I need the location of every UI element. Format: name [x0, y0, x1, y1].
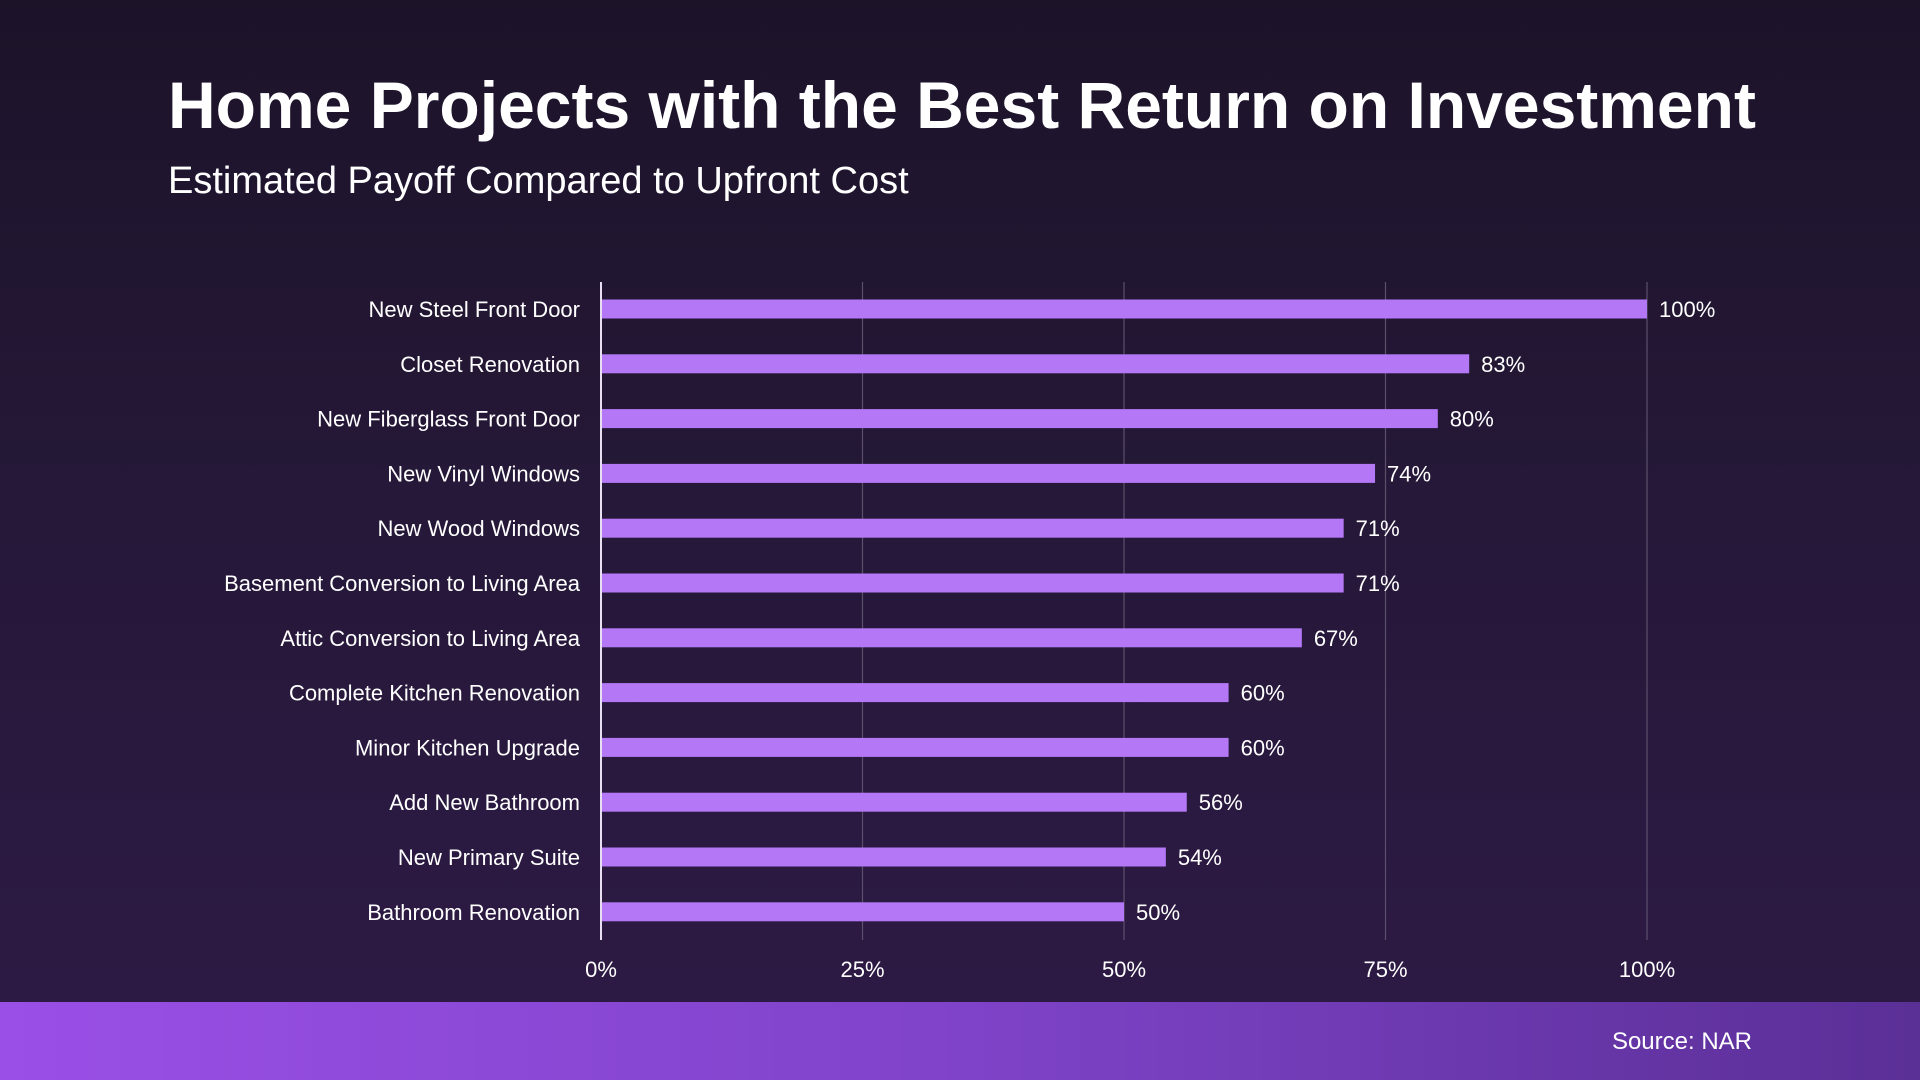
category-label: New Wood Windows	[377, 516, 580, 541]
value-label: 67%	[1314, 626, 1358, 651]
x-tick-label: 100%	[1619, 957, 1675, 982]
category-label: Basement Conversion to Living Area	[224, 571, 581, 596]
bar	[601, 409, 1438, 429]
x-tick-label: 0%	[585, 957, 617, 982]
bar	[601, 463, 1376, 483]
value-label: 80%	[1450, 407, 1494, 432]
bar	[601, 847, 1166, 867]
category-label: Complete Kitchen Renovation	[289, 681, 580, 706]
chart-subtitle: Estimated Payoff Compared to Upfront Cos…	[168, 160, 909, 202]
category-label: New Steel Front Door	[368, 297, 580, 322]
bar	[601, 628, 1302, 648]
bar-chart: New Steel Front Door 100% Closet Renovatio…	[224, 282, 1715, 982]
source-label: Source: NAR	[1611, 1028, 1752, 1055]
category-label: Minor Kitchen Upgrade	[355, 735, 580, 760]
value-label: 56%	[1199, 790, 1243, 815]
category-label: New Fiberglass Front Door	[317, 407, 580, 432]
category-label: New Primary Suite	[398, 845, 580, 870]
bar	[601, 792, 1187, 812]
bar	[601, 737, 1229, 757]
x-tick-label: 25%	[840, 957, 884, 982]
bar	[601, 518, 1344, 538]
value-label: 71%	[1356, 571, 1400, 596]
category-label: Closet Renovation	[400, 352, 580, 377]
x-tick-label: 75%	[1363, 957, 1407, 982]
bar	[601, 354, 1470, 374]
value-label: 71%	[1356, 516, 1400, 541]
x-tick-label: 50%	[1102, 957, 1146, 982]
category-label: New Vinyl Windows	[387, 461, 580, 486]
category-label: Add New Bathroom	[389, 790, 580, 815]
value-label: 100%	[1659, 297, 1715, 322]
bar	[601, 683, 1229, 703]
bar	[601, 573, 1344, 593]
value-label: 60%	[1241, 735, 1285, 760]
bar	[601, 902, 1124, 922]
value-label: 60%	[1241, 681, 1285, 706]
category-label: Bathroom Renovation	[367, 900, 580, 925]
value-label: 74%	[1387, 461, 1431, 486]
value-label: 50%	[1136, 900, 1180, 925]
chart-title: Home Projects with the Best Return on In…	[168, 68, 1756, 142]
bar	[601, 299, 1647, 319]
footer-bar: Source: NAR	[0, 1002, 1920, 1080]
value-label: 54%	[1178, 845, 1222, 870]
category-label: Attic Conversion to Living Area	[280, 626, 580, 651]
value-label: 83%	[1481, 352, 1525, 377]
